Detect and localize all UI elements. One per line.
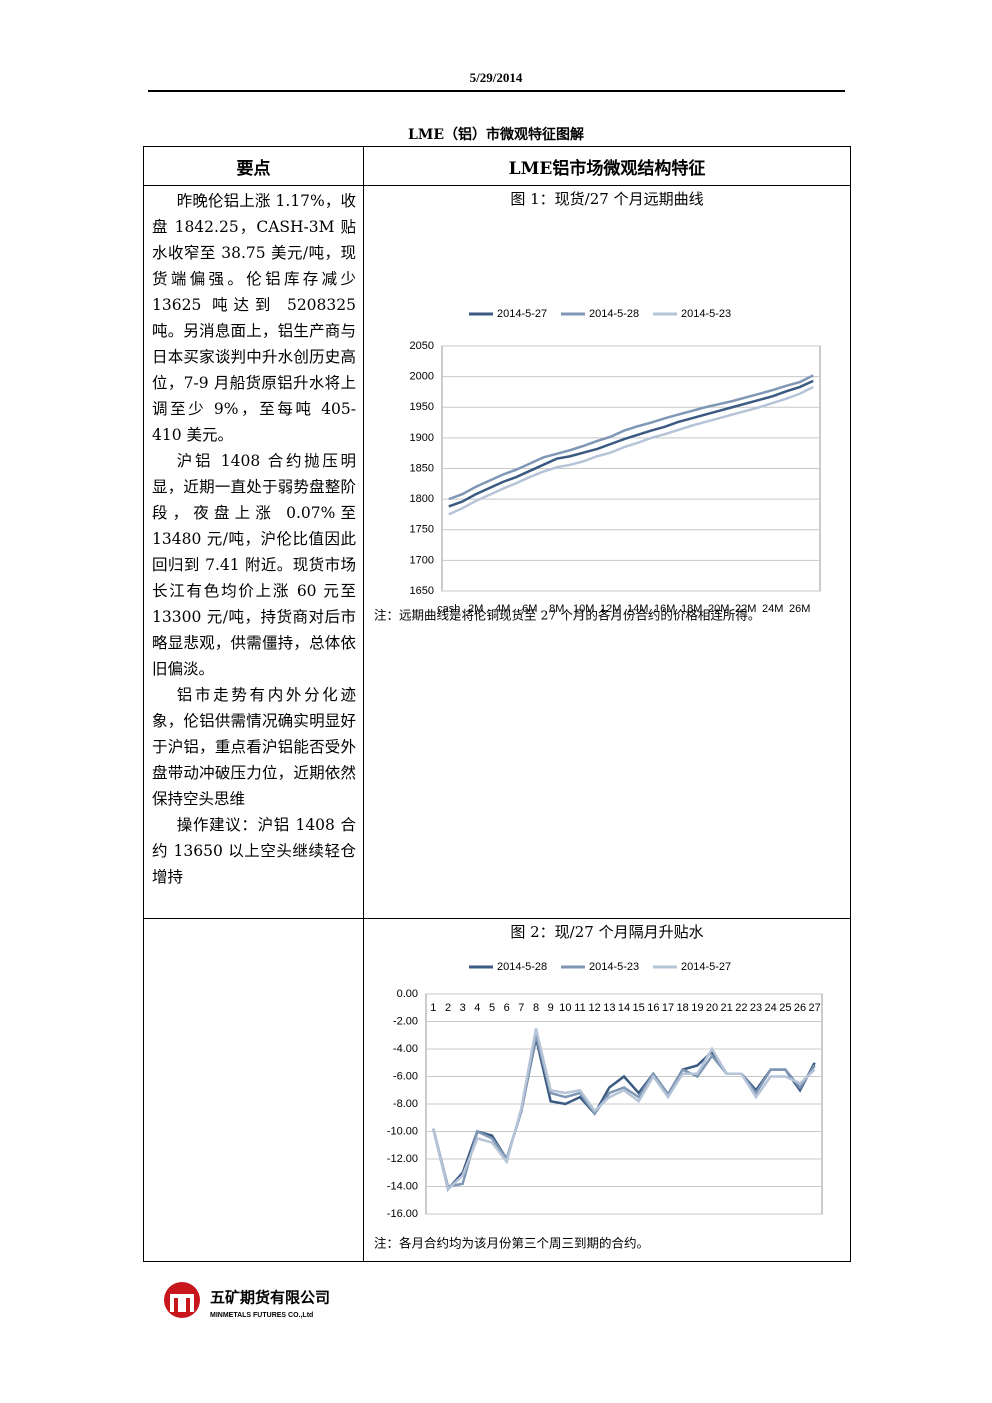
table: 要点 LME铝市场微观结构特征 昨晚伦铝上涨 1.17%，收盘 1842.25，C… [143,146,851,1262]
legend-label: 2014-5-28 [497,961,547,973]
date: 5/29/2014 [469,70,523,85]
x-tick-label: 22 [735,1002,747,1014]
x-tick-label: 20 [706,1002,718,1014]
x-tick-label: 11 [574,1002,585,1014]
x-tick-label: 12 [589,1002,601,1014]
doc-title: LME（铝）市微观特征图解 [407,127,584,143]
legend-label: 2014-5-23 [589,961,639,973]
company-name: 五矿期货有限公司 [210,1289,330,1307]
header-cell: 要点 [143,146,364,186]
header-cell: LME铝市场微观结构特征 [363,146,851,186]
logo-icon [170,1294,194,1312]
x-tick-label: 24M [762,603,783,615]
x-tick-label: 9 [548,1002,554,1014]
paragraph: 铝市走势有内外分化迹象，伦铝供需情况确实明显好于沪铝，重点看沪铝能否受外盘带动冲… [152,686,356,808]
x-tick-label: 8M [549,603,564,615]
x-tick-label: 2 [445,1002,451,1014]
series-line [432,1034,816,1188]
x-tick-label: 4M [495,603,510,615]
x-tick-label: 14M [627,603,648,615]
x-tick-label: 20M [708,603,729,615]
logo-icon [174,1298,178,1312]
x-tick-label: 26M [789,603,810,615]
x-tick-label: 16M [654,603,675,615]
y-tick-label: -4.00 [393,1043,418,1055]
y-tick-label: 1650 [410,585,434,597]
chart-title: 图 2：现/27 个月隔月升贴水 [510,923,703,941]
x-tick-label: 6M [522,603,537,615]
x-tick-label: 12M [600,603,621,615]
chart-note: 注：各月合约均为该月份第三个周三到期的合约。 [374,1236,649,1251]
y-tick-label: -10.00 [387,1125,418,1137]
x-tick-label: 1 [430,1002,436,1014]
y-tick-label: -16.00 [387,1208,418,1220]
series-line [448,374,814,501]
series-line [432,1037,816,1192]
x-tick-label: 13 [603,1002,615,1014]
y-tick-label: 1850 [410,462,434,474]
legend-label: 2014-5-27 [681,961,731,973]
logo-icon [186,1298,190,1312]
y-tick-label: 0.00 [397,988,418,1000]
y-tick-label: -8.00 [393,1098,418,1110]
x-tick-label: 22M [735,603,756,615]
series-line [432,1028,816,1192]
x-tick-label: 19 [691,1002,703,1014]
x-tick-label: cash [437,603,460,615]
x-tick-label: 7 [518,1002,524,1014]
y-tick-label: 1950 [410,401,434,413]
legend-label: 2014-5-23 [681,308,731,320]
x-tick-label: 26 [794,1002,806,1014]
x-tick-label: 23 [750,1002,762,1014]
x-tick-label: 21 [721,1002,733,1014]
x-tick-label: 10 [559,1002,571,1014]
header-rule [148,90,845,92]
paragraph: 沪铝 1408 合约抛压明显，近期一直处于弱势盘整阶段，夜盘上涨 0.07%至 … [152,452,356,678]
paragraph: 操作建议：沪铝 1408 合约 13650 以上空头继续轻仓增持 [152,816,356,886]
company-name-en: MINMETALS FUTURES CO.,Ltd [210,1312,313,1319]
y-tick-label: 1700 [410,554,434,566]
x-tick-label: 17 [662,1002,674,1014]
x-tick-label: 15 [633,1002,645,1014]
x-tick-label: 14 [618,1002,630,1014]
x-tick-label: 25 [779,1002,791,1014]
y-tick-label: -12.00 [387,1153,418,1165]
paragraph: 昨晚伦铝上涨 1.17%，收盘 1842.25，CASH-3M 贴水收窄至 38… [152,192,356,444]
x-tick-label: 18M [681,603,702,615]
y-tick-label: -2.00 [393,1015,418,1027]
x-tick-label: 2M [468,603,483,615]
chart-title: 图 1：现货/27 个月远期曲线 [510,190,703,208]
summary-text: 昨晚伦铝上涨 1.17%，收盘 1842.25，CASH-3M 贴水收窄至 38… [144,186,363,890]
y-tick-label: -14.00 [387,1180,418,1192]
x-tick-label: 16 [647,1002,659,1014]
series-line [448,385,814,516]
x-tick-label: 6 [504,1002,510,1014]
x-tick-label: 8 [533,1002,539,1014]
x-tick-label: 3 [460,1002,466,1014]
legend-label: 2014-5-28 [589,308,639,320]
footer-logo: 五矿期货有限公司 MINMETALS FUTURES CO.,Ltd [164,1282,330,1319]
y-tick-label: 1800 [410,493,434,505]
x-tick-label: 27 [809,1002,821,1014]
y-tick-label: 1900 [410,432,434,444]
x-tick-label: 10M [573,603,594,615]
y-tick-label: 2050 [410,340,434,352]
y-tick-label: 2000 [410,371,434,383]
x-tick-label: 5 [489,1002,495,1014]
y-tick-label: -6.00 [393,1070,418,1082]
x-tick-label: 24 [765,1002,777,1014]
x-tick-label: 4 [474,1002,480,1014]
x-tick-label: 18 [677,1002,689,1014]
legend-label: 2014-5-27 [497,308,547,320]
y-tick-label: 1750 [410,524,434,536]
chart-note: 注：远期曲线是将伦铜现货至 27 个月的各月份合约的价格相连所得。 [374,608,760,623]
series-line [448,379,814,508]
